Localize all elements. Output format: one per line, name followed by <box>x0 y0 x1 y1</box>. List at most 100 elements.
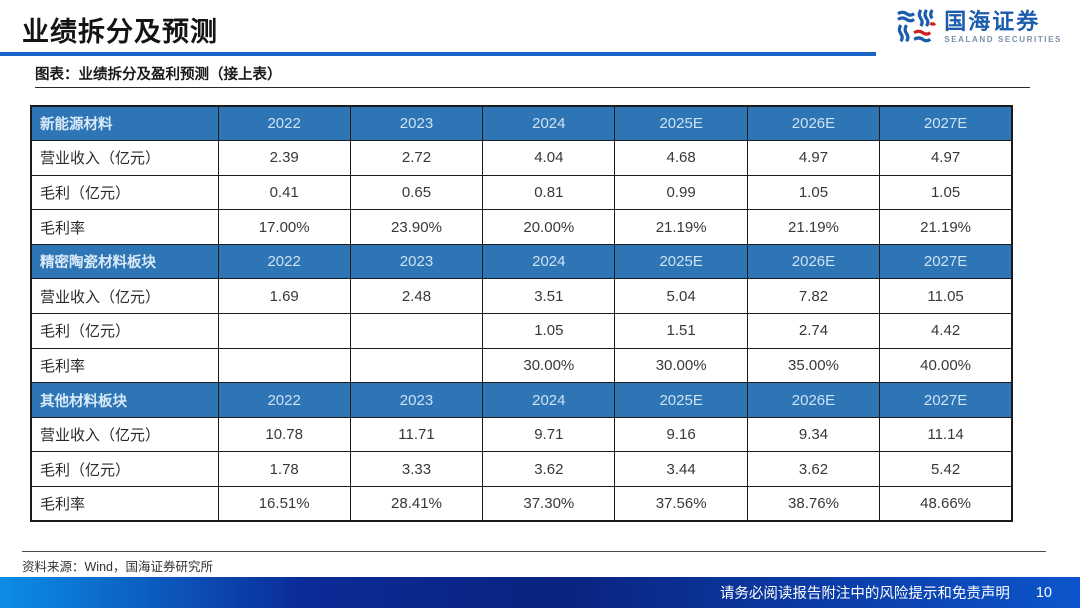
row-label: 毛利（亿元） <box>30 313 219 349</box>
value-cell: 0.65 <box>349 174 484 211</box>
section-header-row-1: 精密陶瓷材料板块 2022 2023 2024 2025E 2026E 2027E <box>30 243 1013 280</box>
value-cell: 21.19% <box>879 209 1013 245</box>
value-cell: 1.51 <box>614 313 748 349</box>
value-cell: 4.97 <box>746 140 881 176</box>
year-header-cell: 2022 <box>217 382 351 418</box>
value-cell: 5.42 <box>879 451 1013 488</box>
year-header-cell: 2024 <box>482 243 616 280</box>
brand-logo-text: 国海证券 SEALAND SECURITIES <box>944 10 1062 43</box>
value-cell: 21.19% <box>746 209 881 245</box>
year-header-cell: 2026E <box>746 243 881 280</box>
value-cell: 21.19% <box>614 209 748 245</box>
value-cell: 1.78 <box>217 451 351 488</box>
year-header-cell: 2022 <box>217 105 351 142</box>
table-row: 营业收入（亿元） 10.78 11.71 9.71 9.16 9.34 11.14 <box>30 416 1013 453</box>
title-accent-rule <box>0 52 876 56</box>
table-row: 毛利率 16.51% 28.41% 37.30% 37.56% 38.76% 48.66% <box>30 486 1013 522</box>
table-row: 毛利率 17.00% 23.90% 20.00% 21.19% 21.19% 21.19% <box>30 209 1013 245</box>
value-cell: 5.04 <box>614 278 748 315</box>
value-cell: 20.00% <box>482 209 616 245</box>
value-cell: 1.05 <box>746 174 881 211</box>
footer-disclaimer: 请务必阅读报告附注中的风险提示和免责声明 <box>719 586 1010 602</box>
table-row: 营业收入（亿元） 1.69 2.48 3.51 5.04 7.82 11.05 <box>30 278 1013 315</box>
value-cell: 1.05 <box>482 313 616 349</box>
year-header-cell: 2027E <box>879 243 1013 280</box>
sealand-logo-icon <box>897 9 937 43</box>
section-name: 新能源材料 <box>30 105 219 142</box>
brand-subtitle: SEALAND SECURITIES <box>944 34 1062 44</box>
year-header-cell: 2024 <box>482 382 616 418</box>
caption-underline <box>35 87 1030 88</box>
value-cell: 37.30% <box>482 486 616 522</box>
value-cell <box>349 347 484 384</box>
year-header-cell: 2027E <box>879 105 1013 142</box>
value-cell: 1.69 <box>217 278 351 315</box>
value-cell: 2.39 <box>217 140 351 176</box>
value-cell: 2.74 <box>746 313 881 349</box>
value-cell: 0.41 <box>217 174 351 211</box>
value-cell: 30.00% <box>482 347 616 384</box>
table-row: 营业收入（亿元） 2.39 2.72 4.04 4.68 4.97 4.97 <box>30 140 1013 176</box>
row-label: 营业收入（亿元） <box>30 140 219 176</box>
footer-page-number: 10 <box>1035 584 1052 601</box>
year-header-cell: 2026E <box>746 382 881 418</box>
brand-logo: 国海证券 SEALAND SECURITIES <box>895 8 1062 46</box>
value-cell: 28.41% <box>349 486 484 522</box>
value-cell <box>217 347 351 384</box>
value-cell: 4.04 <box>482 140 616 176</box>
value-cell: 2.48 <box>349 278 484 315</box>
value-cell: 10.78 <box>217 416 351 453</box>
section-header-row-2: 其他材料板块 2022 2023 2024 2025E 2026E 2027E <box>30 382 1013 418</box>
value-cell: 11.71 <box>349 416 484 453</box>
row-label: 营业收入（亿元） <box>30 278 219 315</box>
year-header-cell: 2023 <box>349 105 484 142</box>
value-cell: 0.81 <box>482 174 616 211</box>
row-label: 毛利率 <box>30 347 219 384</box>
value-cell: 16.51% <box>217 486 351 522</box>
section-header-row-0: 新能源材料 2022 2023 2024 2025E 2026E 2027E <box>30 105 1013 142</box>
table-row: 毛利率 30.00% 30.00% 35.00% 40.00% <box>30 347 1013 384</box>
row-label: 毛利（亿元） <box>30 174 219 211</box>
year-header-cell: 2027E <box>879 382 1013 418</box>
value-cell <box>217 313 351 349</box>
table-row: 毛利（亿元） 0.41 0.65 0.81 0.99 1.05 1.05 <box>30 174 1013 211</box>
row-label: 毛利率 <box>30 209 219 245</box>
value-cell: 9.71 <box>482 416 616 453</box>
footer-bar: 请务必阅读报告附注中的风险提示和免责声明 10 <box>0 577 1080 608</box>
performance-forecast-table: 新能源材料 2022 2023 2024 2025E 2026E 2027E 营业收入（亿元）… <box>30 105 1013 523</box>
year-header-cell: 2024 <box>482 105 616 142</box>
source-overline <box>22 551 1046 552</box>
brand-name: 国海证券 <box>944 9 1041 35</box>
value-cell: 4.97 <box>879 140 1013 176</box>
value-cell: 3.62 <box>746 451 881 488</box>
value-cell <box>349 313 484 349</box>
value-cell: 9.34 <box>746 416 881 453</box>
value-cell: 4.42 <box>879 313 1013 349</box>
value-cell: 30.00% <box>614 347 748 384</box>
value-cell: 11.14 <box>879 416 1013 453</box>
page-title: 业绩拆分及预测 <box>22 17 218 47</box>
section-name: 其他材料板块 <box>30 382 219 418</box>
table-row: 毛利（亿元） 1.05 1.51 2.74 4.42 <box>30 313 1013 349</box>
year-header-cell: 2022 <box>217 243 351 280</box>
value-cell: 9.16 <box>614 416 748 453</box>
value-cell: 3.51 <box>482 278 616 315</box>
value-cell: 37.56% <box>614 486 748 522</box>
value-cell: 0.99 <box>614 174 748 211</box>
section-name: 精密陶瓷材料板块 <box>30 243 219 280</box>
year-header-cell: 2025E <box>614 382 748 418</box>
value-cell: 7.82 <box>746 278 881 315</box>
table-row: 毛利（亿元） 1.78 3.33 3.62 3.44 3.62 5.42 <box>30 451 1013 488</box>
row-label: 毛利（亿元） <box>30 451 219 488</box>
year-header-cell: 2025E <box>614 243 748 280</box>
value-cell: 2.72 <box>349 140 484 176</box>
row-label: 营业收入（亿元） <box>30 416 219 453</box>
year-header-cell: 2023 <box>349 382 484 418</box>
value-cell: 3.44 <box>614 451 748 488</box>
value-cell: 17.00% <box>217 209 351 245</box>
value-cell: 40.00% <box>879 347 1013 384</box>
year-header-cell: 2025E <box>614 105 748 142</box>
value-cell: 1.05 <box>879 174 1013 211</box>
figure-caption: 图表：业绩拆分及盈利预测（接上表） <box>35 67 282 83</box>
